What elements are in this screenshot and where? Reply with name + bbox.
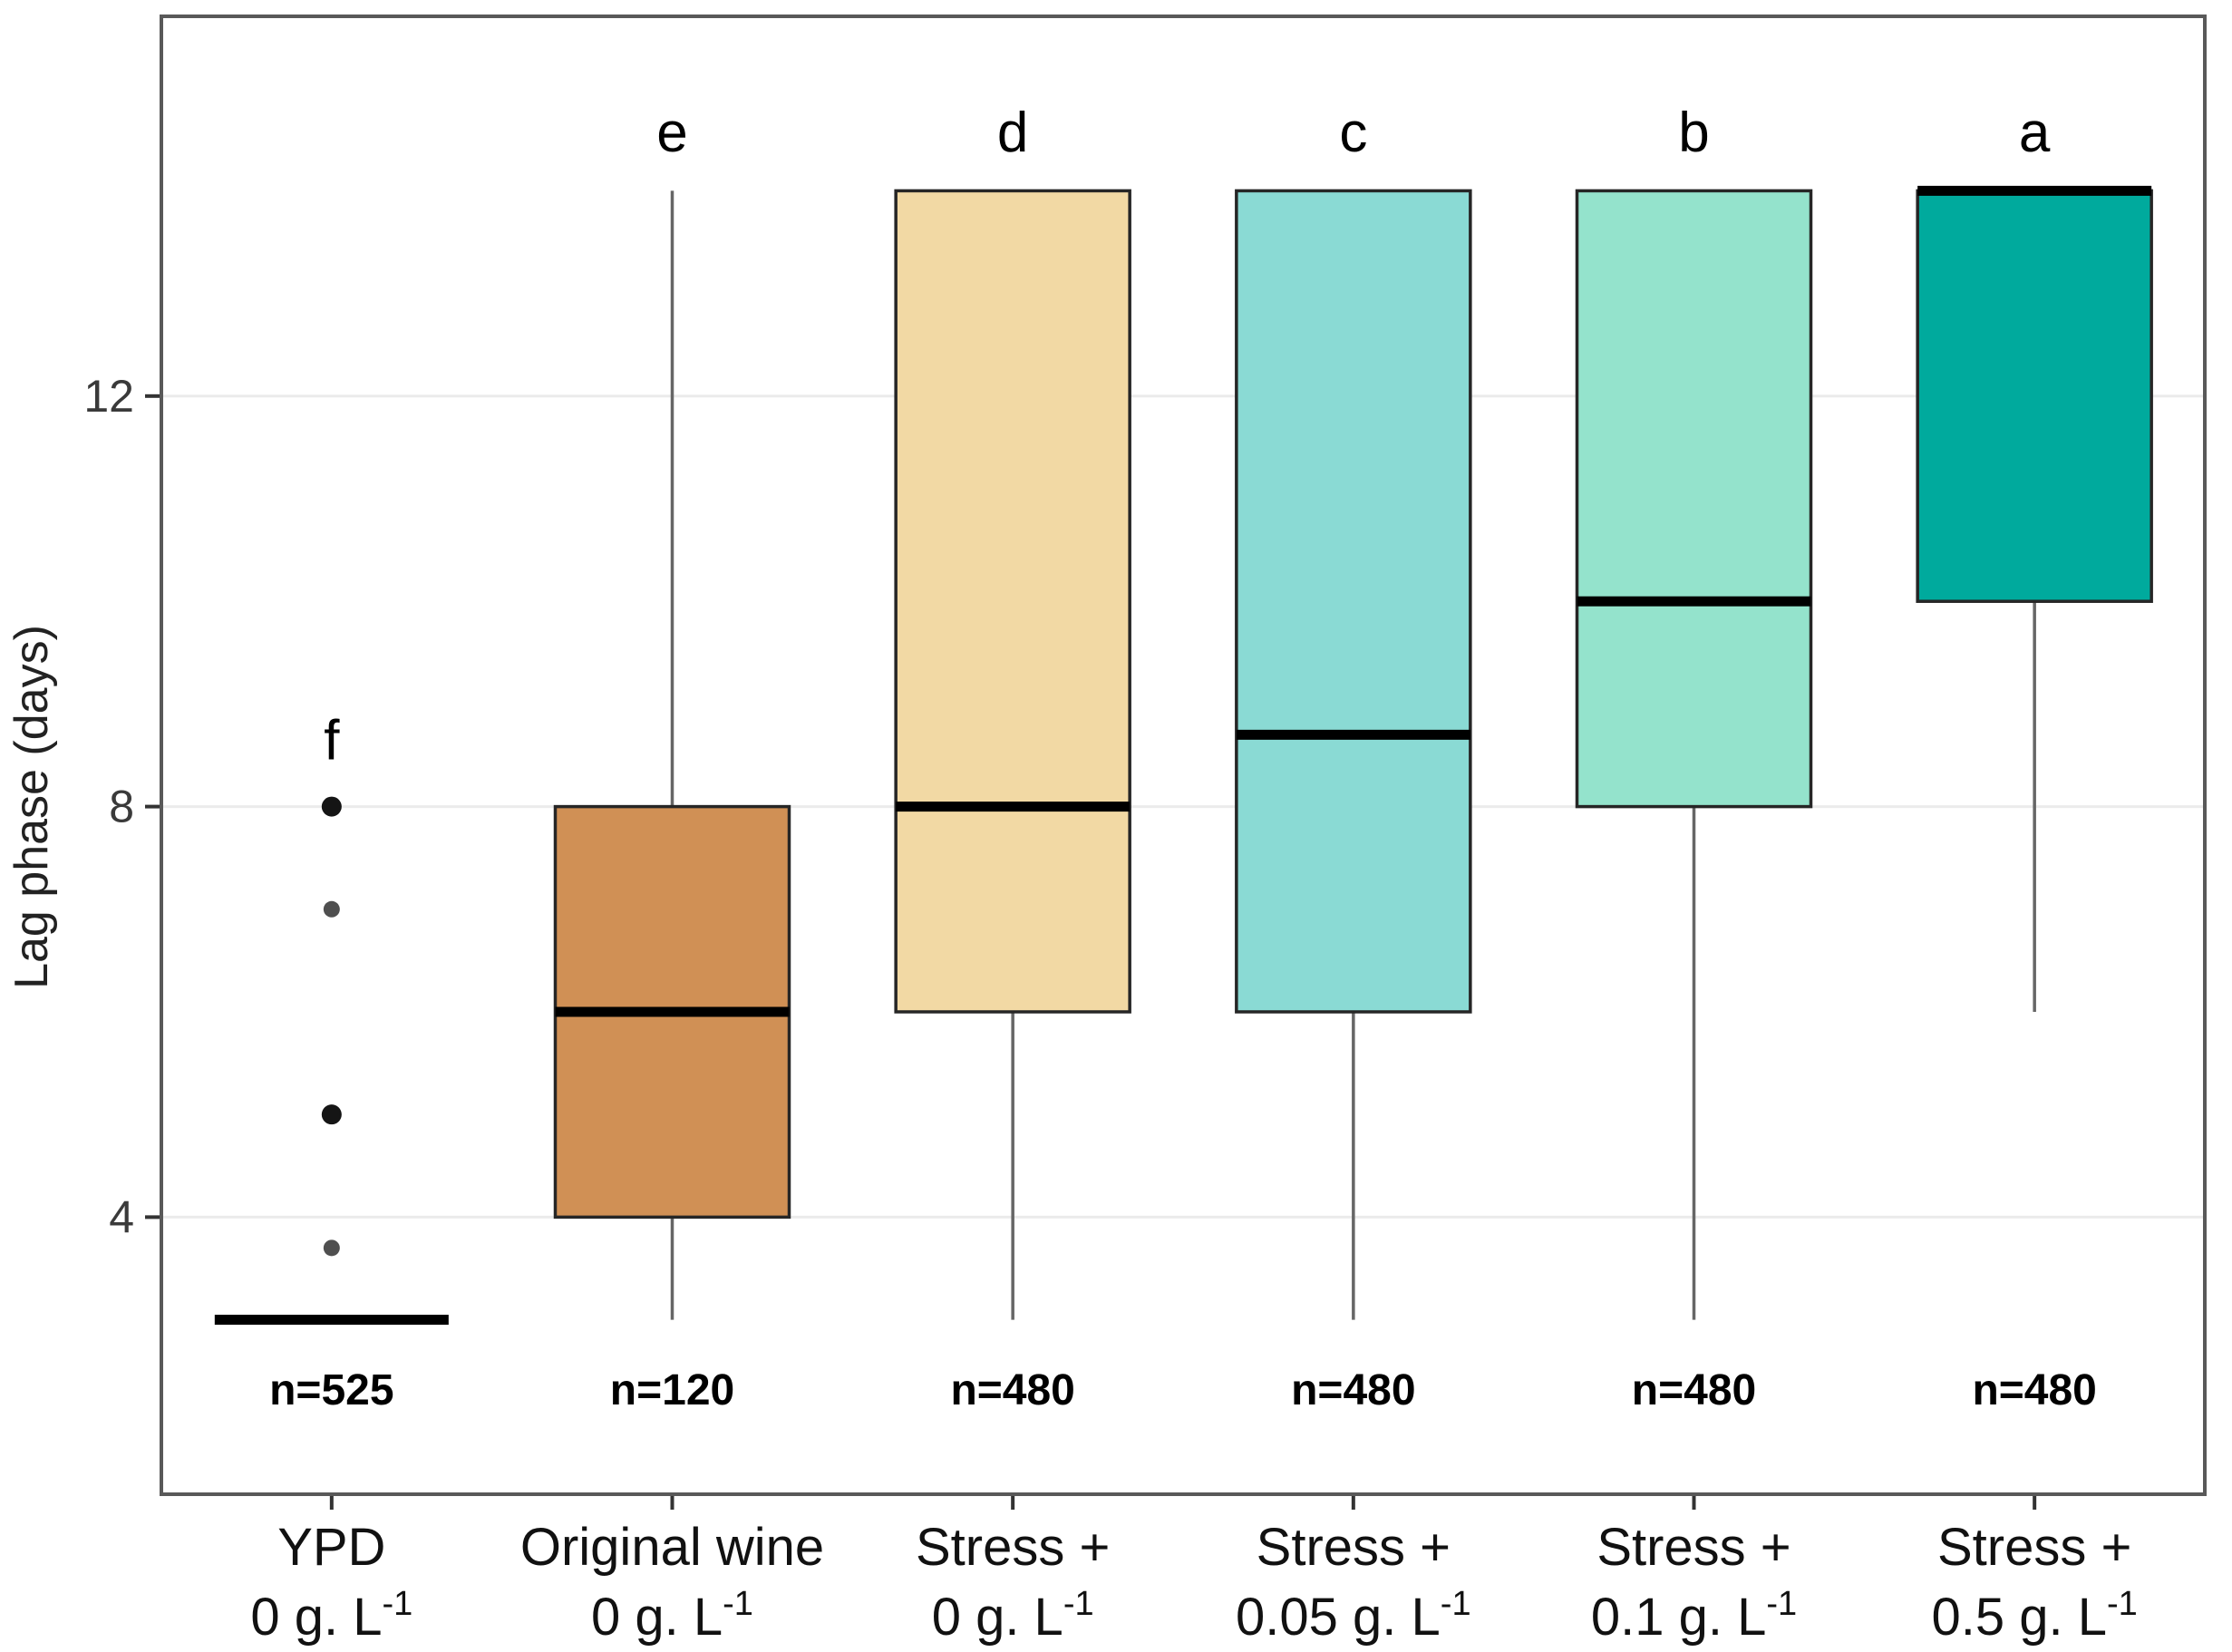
x-category-label-line2: 0.1 g. L-1 [1591, 1585, 1797, 1647]
y-tick-label: 4 [109, 1191, 134, 1242]
significance-letter: e [656, 102, 687, 164]
plot-panel [161, 16, 2205, 1494]
x-category-label-line2: 0 g. L-1 [932, 1585, 1094, 1647]
box-rect [894, 189, 1131, 1014]
superscript: -1 [382, 1585, 412, 1623]
x-category-label-line1: Stress + [1596, 1518, 1790, 1577]
plot-panel-border [160, 15, 2207, 1496]
significance-letter: d [997, 102, 1028, 164]
x-category-label-line2: 0 g. L-1 [250, 1585, 412, 1647]
x-category-label-line2: 0 g. L-1 [591, 1585, 753, 1647]
median-line [1917, 185, 2152, 196]
significance-letter: a [2019, 102, 2051, 164]
axes-group: 4 8 12 YPD 0 g. L-1 Original wine 0 g. L-1 Stre… [83, 371, 2137, 1647]
x-category-label-line1: Original wine [520, 1518, 824, 1577]
sample-size-label: n=480 [1972, 1366, 2096, 1414]
superscript: -1 [1441, 1585, 1471, 1623]
box-rect [1575, 189, 1813, 809]
x-category-label-line1: Stress + [916, 1518, 1110, 1577]
outlier-dot [323, 900, 340, 918]
superscript: -1 [2107, 1585, 2138, 1623]
median-line [214, 1315, 449, 1326]
significance-letter: b [1678, 102, 1709, 164]
median-line [896, 802, 1131, 812]
outlier-dot [321, 1104, 342, 1125]
x-category-label-line1: YPD [277, 1518, 385, 1577]
x-category-label-line2: 0.05 g. L-1 [1236, 1585, 1471, 1647]
y-tick-label: 12 [83, 371, 134, 422]
median-line [1236, 729, 1470, 740]
box-rect [1916, 189, 2153, 603]
x-category-label-line1: Stress + [1937, 1518, 2131, 1577]
sample-size-label: n=480 [1632, 1366, 1756, 1414]
sample-size-label: n=480 [950, 1366, 1074, 1414]
sample-size-label: n=120 [610, 1366, 734, 1414]
superscript: -1 [1063, 1585, 1094, 1623]
outlier-dot [323, 1239, 340, 1257]
sample-size-label: n=525 [269, 1366, 393, 1414]
significance-letter: c [1339, 102, 1367, 164]
median-line [555, 1006, 790, 1017]
significance-letter: f [324, 710, 340, 773]
median-line [1577, 596, 1811, 607]
gridlines-group [163, 394, 2203, 1219]
y-tick-label: 8 [109, 782, 134, 832]
superscript: -1 [1766, 1585, 1797, 1623]
box-rect [1235, 189, 1472, 1014]
x-category-label-line1: Stress + [1257, 1518, 1451, 1577]
sample-size-label: n=480 [1291, 1366, 1415, 1414]
boxplot-series-group: f n=525 e n=120 d n=480 c n=480 b n=480 a n=480 [214, 102, 2153, 1414]
y-axis-title: Lag phase (days) [5, 625, 58, 989]
outlier-dot [321, 796, 342, 817]
x-category-label-line2: 0.5 g. L-1 [1932, 1585, 2138, 1647]
superscript: -1 [723, 1585, 753, 1623]
